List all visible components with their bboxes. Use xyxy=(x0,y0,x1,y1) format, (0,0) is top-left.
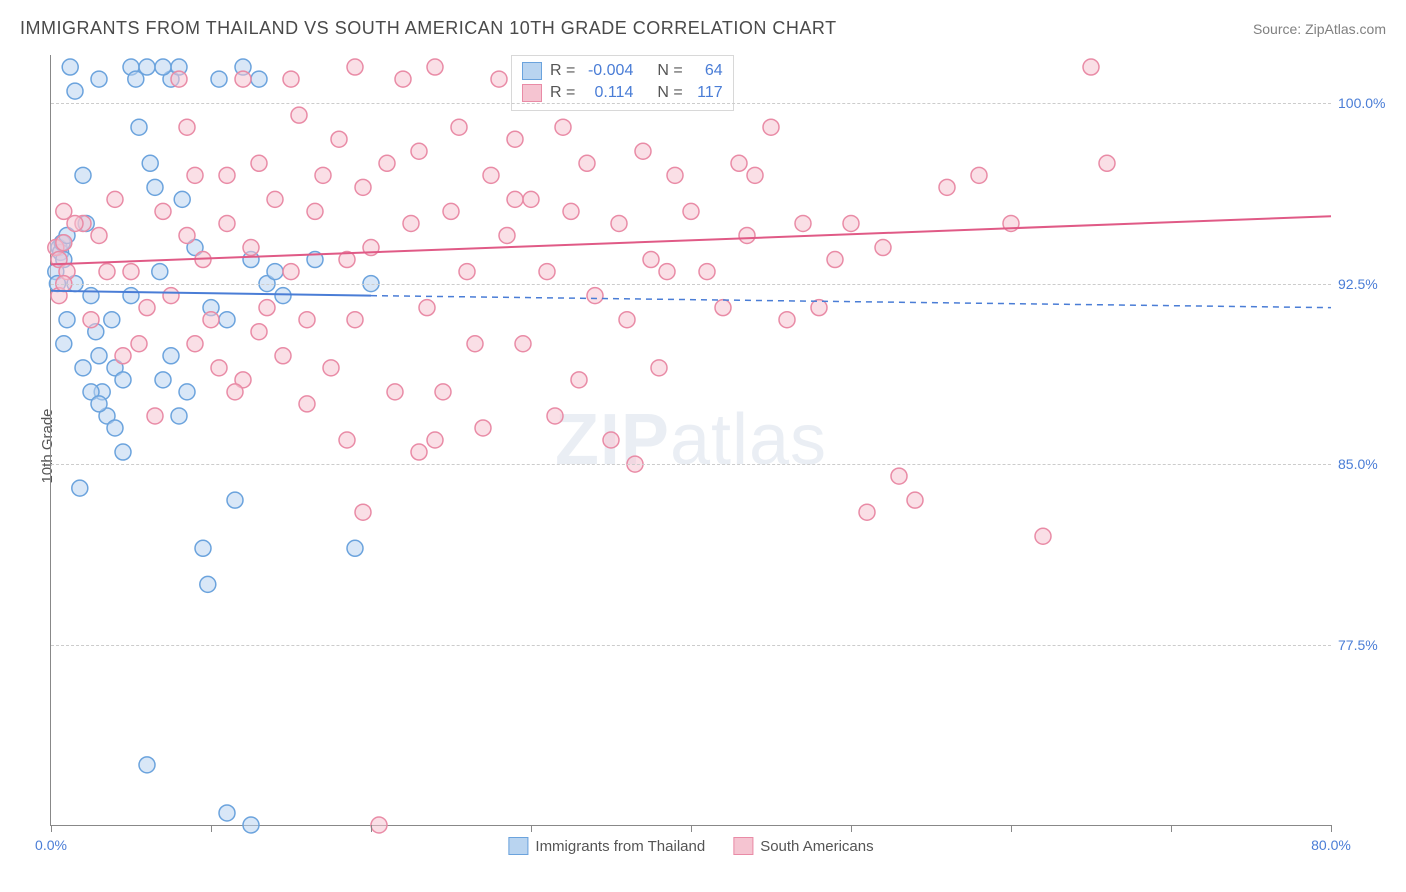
y-tick-label: 100.0% xyxy=(1338,95,1393,111)
trend-line-thailand xyxy=(51,291,371,296)
x-tick xyxy=(1331,825,1332,832)
x-tick xyxy=(691,825,692,832)
x-tick xyxy=(531,825,532,832)
x-tick xyxy=(371,825,372,832)
x-tick-label: 80.0% xyxy=(1311,837,1351,853)
legend-row-south-american: R = 0.114 N = 117 xyxy=(522,82,723,104)
legend-label: Immigrants from Thailand xyxy=(535,838,705,855)
source-label: Source: ZipAtlas.com xyxy=(1253,21,1386,37)
title-bar: IMMIGRANTS FROM THAILAND VS SOUTH AMERIC… xyxy=(20,18,1386,39)
legend-item-south-american: South Americans xyxy=(733,837,873,855)
y-tick-label: 92.5% xyxy=(1338,276,1393,292)
swatch-thailand xyxy=(508,837,528,855)
y-tick-label: 77.5% xyxy=(1338,637,1393,653)
legend-row-thailand: R = -0.004 N = 64 xyxy=(522,60,723,82)
r-label: R = xyxy=(550,60,575,82)
swatch-thailand xyxy=(522,62,542,80)
x-tick xyxy=(851,825,852,832)
chart-title: IMMIGRANTS FROM THAILAND VS SOUTH AMERIC… xyxy=(20,18,837,39)
legend-label: South Americans xyxy=(760,838,873,855)
r-label: R = xyxy=(550,82,575,104)
gridline xyxy=(51,645,1331,646)
n-value: 117 xyxy=(691,82,723,104)
legend-item-thailand: Immigrants from Thailand xyxy=(508,837,705,855)
series-legend: Immigrants from Thailand South Americans xyxy=(508,837,873,855)
gridline xyxy=(51,103,1331,104)
x-tick-label: 0.0% xyxy=(35,837,67,853)
swatch-south-american xyxy=(733,837,753,855)
trend-lines-layer xyxy=(51,55,1331,825)
swatch-south-american xyxy=(522,84,542,102)
gridline xyxy=(51,464,1331,465)
gridline xyxy=(51,284,1331,285)
scatter-plot-area: ZIPatlas R = -0.004 N = 64 R = 0.114 N =… xyxy=(50,55,1331,826)
x-tick xyxy=(1171,825,1172,832)
x-tick xyxy=(211,825,212,832)
x-tick xyxy=(51,825,52,832)
n-label: N = xyxy=(657,60,682,82)
r-value: -0.004 xyxy=(583,60,633,82)
x-tick xyxy=(1011,825,1012,832)
r-value: 0.114 xyxy=(583,82,633,104)
y-tick-label: 85.0% xyxy=(1338,456,1393,472)
n-value: 64 xyxy=(691,60,723,82)
n-label: N = xyxy=(657,82,682,104)
trend-line-dashed-thailand xyxy=(371,296,1331,308)
trend-line-south_americans xyxy=(51,216,1331,264)
